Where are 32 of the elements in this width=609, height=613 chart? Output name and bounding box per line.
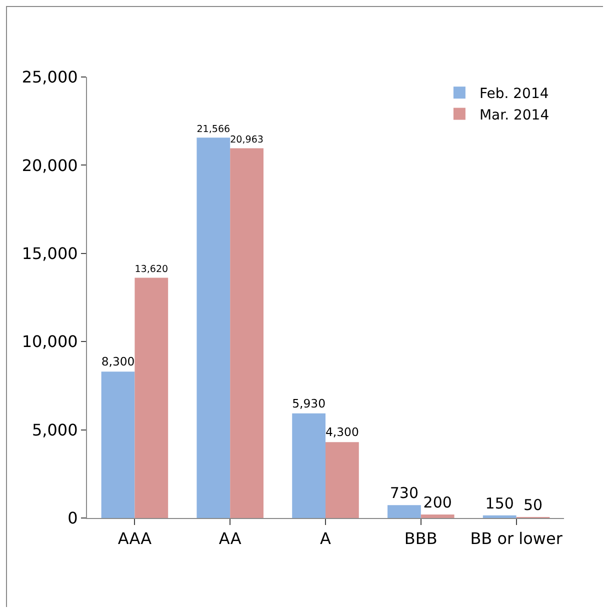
y-tick-label: 5,000 <box>32 420 78 440</box>
data-label: 730 <box>390 484 419 502</box>
bar <box>388 505 421 518</box>
y-tick-label: 20,000 <box>22 156 78 175</box>
legend-label: Feb. 2014 <box>479 86 549 102</box>
data-label: 150 <box>485 494 514 512</box>
bar <box>196 138 230 518</box>
bar <box>482 515 516 518</box>
bar <box>292 413 326 518</box>
x-tick-label: AA <box>218 529 242 548</box>
x-tick-label: BBB <box>404 529 438 548</box>
y-tick-label: 25,000 <box>22 68 78 87</box>
x-tick-label: A <box>320 529 332 548</box>
x-tick-label: BB or lower <box>470 529 563 548</box>
data-label: 20,963 <box>230 134 264 146</box>
data-label: 13,620 <box>134 264 168 276</box>
data-label: 21,566 <box>196 124 230 136</box>
bar <box>326 442 359 518</box>
data-label: 200 <box>423 493 452 512</box>
bar <box>134 278 168 518</box>
y-tick-label: 10,000 <box>22 332 78 352</box>
bar <box>420 514 454 518</box>
bar <box>230 148 264 518</box>
data-label: 4,300 <box>326 425 359 440</box>
data-label: 50 <box>523 496 543 514</box>
y-tick-label: 15,000 <box>22 244 78 263</box>
x-tick-label: AAA <box>118 529 152 548</box>
bar <box>101 372 135 518</box>
y-tick-label: 0 <box>68 508 78 528</box>
data-label: 8,300 <box>101 354 135 368</box>
legend-label: Mar. 2014 <box>479 107 550 124</box>
data-label: 5,930 <box>292 396 326 410</box>
